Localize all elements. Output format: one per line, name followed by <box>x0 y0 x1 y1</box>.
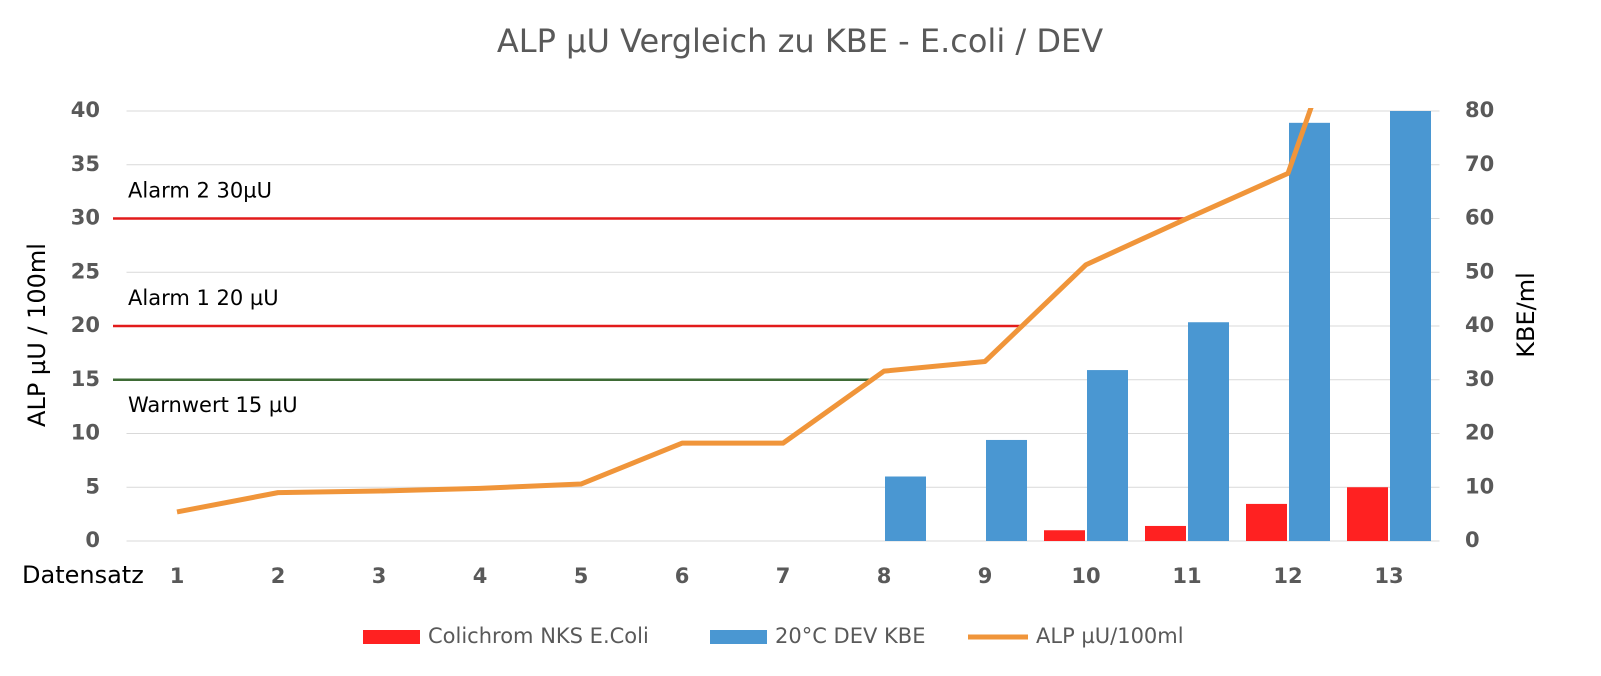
y-tick-label: 10 <box>71 421 100 445</box>
y2-tick-label: 30 <box>1465 367 1494 391</box>
y-tick-label: 40 <box>71 98 100 122</box>
legend-swatch <box>363 630 420 644</box>
y2-tick-label: 70 <box>1465 152 1494 176</box>
y-tick-label: 20 <box>71 313 100 337</box>
x-tick-label: 13 <box>1374 564 1403 588</box>
reference-label: Alarm 2 30µU <box>128 179 272 203</box>
x-tick-label: 7 <box>776 564 791 588</box>
legend-swatch <box>710 630 767 644</box>
y-tick-label: 15 <box>71 367 100 391</box>
x-axis-label: Datensatz <box>22 561 144 589</box>
line <box>176 108 1314 515</box>
x-tick-label: 12 <box>1273 564 1302 588</box>
y2-tick-label: 60 <box>1465 206 1494 230</box>
y2-tick-label: 50 <box>1465 259 1494 283</box>
legend-label: Colichrom NKS E.Coli <box>428 624 649 648</box>
x-tick-label: 4 <box>473 564 488 588</box>
y-tick-label: 30 <box>71 206 100 230</box>
y-tick-label: 0 <box>85 528 100 552</box>
x-tick-label: 1 <box>170 564 185 588</box>
y2-tick-label: 80 <box>1465 98 1494 122</box>
bar <box>1145 525 1186 541</box>
x-tick-label: 3 <box>372 564 387 588</box>
bar <box>1044 530 1085 541</box>
y2-tick-label: 40 <box>1465 313 1494 337</box>
bar <box>1347 487 1388 541</box>
y-axis-label: ALP µU / 100ml <box>23 243 51 427</box>
x-tick-label: 2 <box>271 564 286 588</box>
bar <box>1087 370 1128 541</box>
x-tick-label: 9 <box>978 564 993 588</box>
x-tick-label: 10 <box>1071 564 1100 588</box>
bar <box>1188 322 1229 541</box>
y2-tick-label: 20 <box>1465 421 1494 445</box>
reference-label: Alarm 1 20 µU <box>128 286 279 310</box>
y2-axis-label: KBE/ml <box>1512 272 1540 358</box>
bar <box>1289 122 1330 541</box>
bar <box>885 476 926 541</box>
x-tick-label: 11 <box>1172 564 1201 588</box>
y2-tick-label: 10 <box>1465 474 1494 498</box>
legend-label: ALP µU/100ml <box>1036 624 1184 648</box>
y-tick-label: 5 <box>85 474 100 498</box>
bar <box>986 439 1027 541</box>
x-tick-label: 5 <box>574 564 589 588</box>
x-tick-label: 6 <box>675 564 690 588</box>
x-tick-label: 8 <box>877 564 892 588</box>
reference-label: Warnwert 15 µU <box>128 393 298 417</box>
y-tick-label: 25 <box>71 259 100 283</box>
legend-label: 20°C DEV KBE <box>775 624 926 648</box>
y-tick-label: 35 <box>71 152 100 176</box>
bar <box>1246 503 1287 541</box>
y2-tick-label: 0 <box>1465 528 1480 552</box>
chart-title: ALP µU Vergleich zu KBE - E.coli / DEV <box>497 22 1103 60</box>
bar <box>1390 111 1431 541</box>
